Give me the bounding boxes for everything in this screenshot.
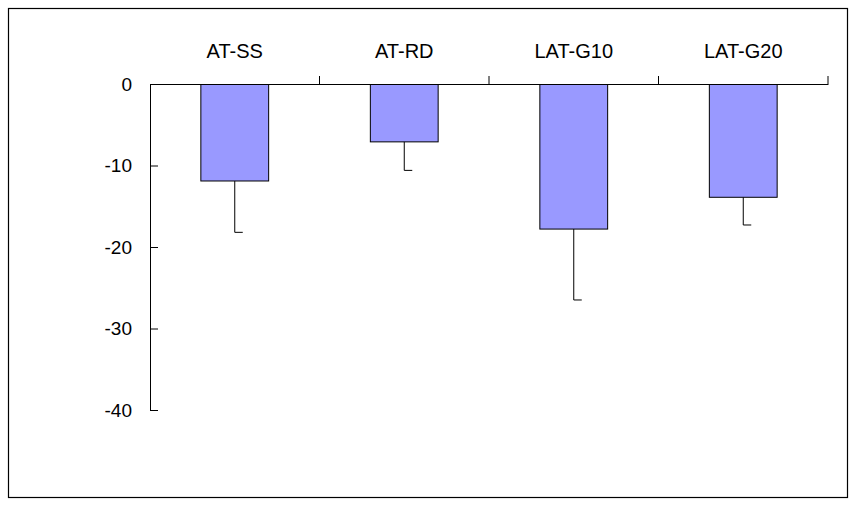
error-bar	[235, 181, 243, 232]
x-tick: AT-RD	[375, 40, 434, 62]
y-tick-mark	[150, 166, 158, 167]
x-tick-label: AT-RD	[375, 40, 434, 62]
error-bar-stem	[234, 181, 235, 232]
x-tick-label: AT-SS	[207, 40, 263, 62]
chart: 0 -10 -20 -30 -40 AT-SS AT-RD LAT-G10 LAT-G20	[0, 0, 856, 506]
chart-frame	[9, 9, 848, 498]
error-bar	[404, 142, 412, 171]
y-tick: -40	[105, 400, 158, 421]
bar	[201, 84, 269, 181]
bar	[540, 84, 608, 229]
x-tick: AT-SS	[207, 40, 263, 62]
y-tick-label: -30	[105, 318, 132, 339]
y-tick-mark	[150, 329, 158, 330]
error-bar-cap	[235, 232, 243, 233]
y-tick-label: -10	[105, 155, 132, 176]
plot-area	[201, 84, 777, 300]
error-bar	[743, 197, 751, 225]
x-tick: LAT-G10	[534, 40, 613, 62]
y-tick-mark	[150, 410, 158, 411]
error-bar-cap	[574, 299, 582, 300]
category-divider	[319, 76, 320, 84]
y-tick-mark	[150, 247, 158, 248]
category-divider	[489, 76, 490, 84]
y-tick-label: -40	[105, 400, 132, 421]
error-bar-stem	[404, 142, 405, 171]
y-tick: -10	[105, 155, 158, 176]
x-axis-line	[151, 84, 829, 85]
category-divider	[658, 76, 659, 84]
error-bar-cap	[404, 170, 412, 171]
y-axis: 0 -10 -20 -30 -40	[105, 74, 158, 421]
x-tick: LAT-G20	[704, 40, 783, 62]
y-tick-label: 0	[121, 74, 132, 95]
y-tick-label: -20	[105, 237, 132, 258]
category-divider	[828, 76, 829, 84]
error-bar	[574, 229, 582, 300]
y-tick: -30	[105, 318, 158, 339]
x-tick-label: LAT-G10	[534, 40, 613, 62]
x-axis: AT-SS AT-RD LAT-G10 LAT-G20	[151, 40, 829, 85]
x-tick-label: LAT-G20	[704, 40, 783, 62]
error-bar-stem	[743, 197, 744, 225]
bar	[709, 84, 777, 197]
bar	[370, 84, 438, 142]
y-tick: -20	[105, 237, 158, 258]
error-bar-stem	[573, 229, 574, 300]
error-bar-cap	[743, 224, 751, 225]
